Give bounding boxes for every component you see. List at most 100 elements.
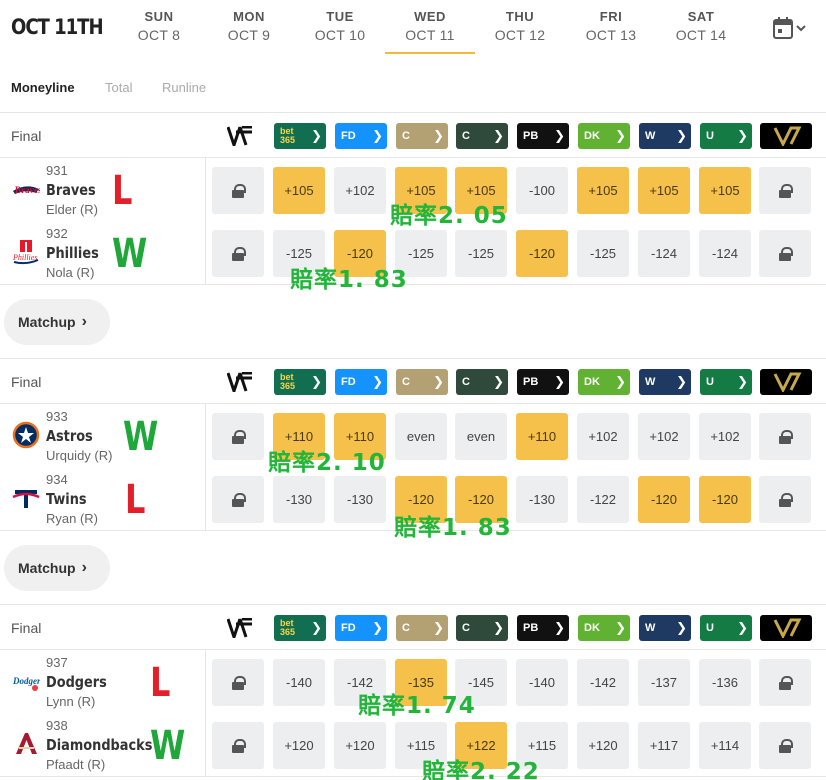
tab-moneyline[interactable]: Moneyline	[11, 80, 75, 95]
odds-cell[interactable]: -136	[699, 659, 751, 706]
sportsbook-pointsbet-icon[interactable]: PB ❯	[517, 615, 569, 641]
sportsbook-betmgm-icon[interactable]	[760, 123, 812, 149]
sportsbook-vsin-icon[interactable]	[213, 369, 265, 395]
odds-cell[interactable]: -100	[516, 167, 568, 214]
sportsbook-bet365-icon[interactable]: bet 365 ❯	[274, 369, 326, 395]
odds-cell[interactable]: +120	[577, 722, 629, 769]
team-name[interactable]: Phillies	[46, 244, 99, 262]
locked-odds-cell[interactable]	[759, 230, 811, 277]
odds-cell[interactable]: -124	[699, 230, 751, 277]
odds-cell[interactable]: -125	[395, 230, 447, 277]
team-name[interactable]: Astros	[46, 427, 93, 445]
sportsbook-vsin-icon[interactable]	[213, 123, 265, 149]
odds-cell[interactable]: +105	[395, 167, 447, 214]
odds-cell[interactable]: even	[395, 413, 447, 460]
tab-runline[interactable]: Runline	[162, 80, 207, 95]
day-mon[interactable]: MON OCT 9	[204, 9, 294, 43]
odds-cell[interactable]: even	[455, 413, 507, 460]
odds-cell[interactable]: -142	[334, 659, 386, 706]
locked-odds-cell[interactable]	[759, 167, 811, 214]
sportsbook-betmgm-icon[interactable]	[760, 615, 812, 641]
locked-odds-cell[interactable]	[759, 413, 811, 460]
odds-cell[interactable]: +105	[577, 167, 629, 214]
sportsbook-draftkings-icon[interactable]: DK ❯	[578, 123, 630, 149]
odds-cell[interactable]: -137	[638, 659, 690, 706]
sportsbook-fanduel-icon[interactable]: FD ❯	[335, 123, 387, 149]
odds-cell[interactable]: -130	[334, 476, 386, 523]
team-name[interactable]: Dodgers	[46, 673, 107, 691]
day-wed[interactable]: WED OCT 11	[385, 9, 475, 54]
odds-cell[interactable]: -124	[638, 230, 690, 277]
locked-odds-cell[interactable]	[759, 659, 811, 706]
sportsbook-draftkings-icon[interactable]: DK ❯	[578, 615, 630, 641]
odds-cell[interactable]: -120	[699, 476, 751, 523]
day-fri[interactable]: FRI OCT 13	[566, 9, 656, 43]
sportsbook-caesars-icon[interactable]: C ❯	[396, 123, 448, 149]
team-name[interactable]: Diamondbacks	[46, 736, 153, 754]
odds-cell[interactable]: +120	[334, 722, 386, 769]
sportsbook-unibet-icon[interactable]: U ❯	[700, 369, 752, 395]
odds-cell[interactable]: -120	[455, 476, 507, 523]
odds-cell[interactable]: +110	[273, 413, 325, 460]
odds-cell[interactable]: +115	[395, 722, 447, 769]
sportsbook-pointsbet-icon[interactable]: PB ❯	[517, 369, 569, 395]
sportsbook-vsin-icon[interactable]	[213, 615, 265, 641]
odds-cell[interactable]: -125	[577, 230, 629, 277]
odds-cell[interactable]: -135	[395, 659, 447, 706]
team-name[interactable]: Braves	[46, 181, 96, 199]
locked-odds-cell[interactable]	[212, 476, 264, 523]
calendar-button[interactable]	[772, 17, 810, 41]
odds-cell[interactable]: +110	[516, 413, 568, 460]
odds-cell[interactable]: +122	[455, 722, 507, 769]
odds-cell[interactable]: -140	[516, 659, 568, 706]
odds-cell[interactable]: +115	[516, 722, 568, 769]
odds-cell[interactable]: -120	[516, 230, 568, 277]
sportsbook-fanduel-icon[interactable]: FD ❯	[335, 369, 387, 395]
sportsbook-pointsbet-icon[interactable]: PB ❯	[517, 123, 569, 149]
day-sun[interactable]: SUN OCT 8	[114, 9, 204, 43]
odds-cell[interactable]: +105	[638, 167, 690, 214]
sportsbook-caesars-icon[interactable]: C ❯	[396, 615, 448, 641]
day-tue[interactable]: TUE OCT 10	[295, 9, 385, 43]
odds-cell[interactable]: +114	[699, 722, 751, 769]
sportsbook-unibet-icon[interactable]: U ❯	[700, 123, 752, 149]
team-name[interactable]: Twins	[46, 490, 87, 508]
locked-odds-cell[interactable]	[212, 659, 264, 706]
odds-cell[interactable]: +102	[638, 413, 690, 460]
odds-cell[interactable]: -120	[395, 476, 447, 523]
sportsbook-wynnbet-icon[interactable]: W ❯	[639, 123, 691, 149]
sportsbook-circa-icon[interactable]: C ❯	[456, 369, 508, 395]
locked-odds-cell[interactable]	[212, 230, 264, 277]
sportsbook-wynnbet-icon[interactable]: W ❯	[639, 369, 691, 395]
sportsbook-caesars-icon[interactable]: C ❯	[396, 369, 448, 395]
odds-cell[interactable]: +102	[334, 167, 386, 214]
odds-cell[interactable]: -120	[334, 230, 386, 277]
odds-cell[interactable]: -125	[455, 230, 507, 277]
sportsbook-circa-icon[interactable]: C ❯	[456, 123, 508, 149]
odds-cell[interactable]: -120	[638, 476, 690, 523]
tab-total[interactable]: Total	[105, 80, 133, 95]
sportsbook-bet365-icon[interactable]: bet 365 ❯	[274, 123, 326, 149]
sportsbook-betmgm-icon[interactable]	[760, 369, 812, 395]
odds-cell[interactable]: +102	[577, 413, 629, 460]
odds-cell[interactable]: +110	[334, 413, 386, 460]
matchup-button[interactable]: Matchup ›	[4, 545, 110, 591]
odds-cell[interactable]: +105	[455, 167, 507, 214]
locked-odds-cell[interactable]	[759, 722, 811, 769]
odds-cell[interactable]: +120	[273, 722, 325, 769]
sportsbook-wynnbet-icon[interactable]: W ❯	[639, 615, 691, 641]
day-thu[interactable]: THU OCT 12	[475, 9, 565, 43]
matchup-button[interactable]: Matchup ›	[4, 299, 110, 345]
odds-cell[interactable]: -125	[273, 230, 325, 277]
sportsbook-draftkings-icon[interactable]: DK ❯	[578, 369, 630, 395]
odds-cell[interactable]: -122	[577, 476, 629, 523]
sportsbook-unibet-icon[interactable]: U ❯	[700, 615, 752, 641]
sportsbook-fanduel-icon[interactable]: FD ❯	[335, 615, 387, 641]
sportsbook-bet365-icon[interactable]: bet 365 ❯	[274, 615, 326, 641]
odds-cell[interactable]: +102	[699, 413, 751, 460]
odds-cell[interactable]: -130	[516, 476, 568, 523]
odds-cell[interactable]: -130	[273, 476, 325, 523]
day-sat[interactable]: SAT OCT 14	[656, 9, 746, 43]
odds-cell[interactable]: -140	[273, 659, 325, 706]
odds-cell[interactable]: +105	[273, 167, 325, 214]
